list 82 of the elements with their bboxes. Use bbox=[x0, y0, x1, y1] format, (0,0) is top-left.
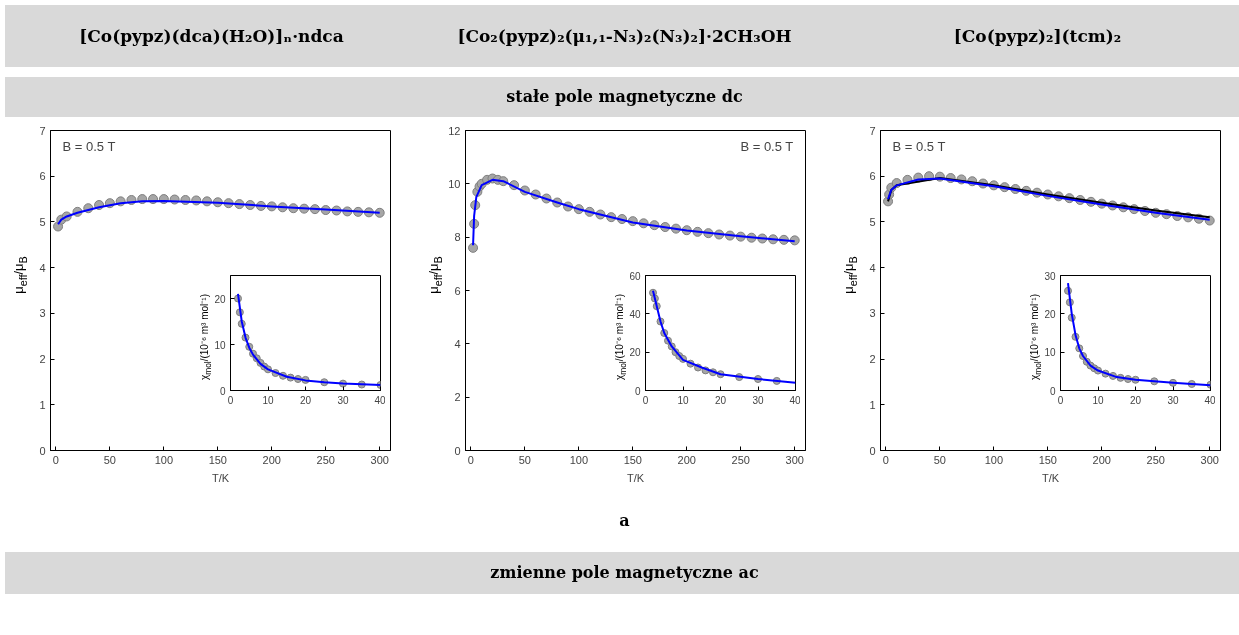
y-tick-label: 10 bbox=[448, 177, 461, 190]
y-tick-label: 7 bbox=[869, 124, 876, 137]
annotation: B = 0.5 T bbox=[62, 138, 116, 154]
x-axis-title: T/K bbox=[1041, 471, 1060, 484]
x-tick-label: 10 bbox=[262, 394, 274, 406]
y-tick-label: 7 bbox=[39, 124, 46, 137]
x-tick-label: 200 bbox=[262, 453, 281, 466]
annotation: B = 0.5 T bbox=[740, 138, 794, 154]
y-tick-label: 40 bbox=[629, 308, 641, 320]
y-tick-label: 0 bbox=[39, 444, 46, 457]
x-tick-label: 50 bbox=[103, 453, 116, 466]
y-tick-label: 2 bbox=[454, 391, 461, 404]
y-tick-label: 0 bbox=[1049, 385, 1056, 397]
y-tick-label: 0 bbox=[869, 444, 876, 457]
text: a bbox=[5, 500, 1239, 542]
x-tick-label: 100 bbox=[984, 453, 1004, 466]
x-tick-label: 30 bbox=[1167, 394, 1179, 406]
y-tick-label: 2 bbox=[39, 353, 46, 366]
x-tick-label: 0 bbox=[882, 453, 889, 466]
chart-title: [Co(pypz)₂](tcm)₂ bbox=[831, 5, 1239, 67]
y-tick-label: 6 bbox=[869, 170, 876, 183]
x-tick-label: 100 bbox=[154, 453, 174, 466]
y-tick-label: 0 bbox=[634, 385, 641, 397]
y-tick-label: 12 bbox=[448, 124, 461, 137]
y-tick-label: 20 bbox=[1044, 308, 1056, 320]
x-tick-label: 300 bbox=[1200, 453, 1219, 466]
x-axis-title: T/K bbox=[626, 471, 645, 484]
y-tick-label: 1 bbox=[39, 398, 46, 411]
text: zmienne pole magnetyczne ac bbox=[5, 552, 1239, 594]
x-tick-label: 20 bbox=[714, 394, 727, 406]
y-tick-label: 20 bbox=[629, 347, 641, 359]
y-tick-label: 4 bbox=[454, 337, 461, 350]
y-tick-label: 8 bbox=[454, 231, 461, 244]
y-tick-label: 4 bbox=[39, 261, 46, 274]
y-tick-label: 0 bbox=[454, 444, 461, 457]
x-tick-label: 0 bbox=[467, 453, 474, 466]
y-tick-label: 10 bbox=[1044, 347, 1056, 359]
x-tick-label: 300 bbox=[785, 453, 804, 466]
y-tick-label: 4 bbox=[869, 261, 876, 274]
x-tick-label: 40 bbox=[789, 394, 801, 406]
x-tick-label: 30 bbox=[752, 394, 764, 406]
x-tick-label: 10 bbox=[677, 394, 689, 406]
x-tick-label: 150 bbox=[623, 453, 642, 466]
x-tick-label: 0 bbox=[642, 394, 649, 406]
text: stałe pole magnetyczne dc bbox=[5, 77, 1239, 117]
x-tick-label: 30 bbox=[337, 394, 349, 406]
x-tick-label: 200 bbox=[1092, 453, 1111, 466]
x-tick-label: 50 bbox=[933, 453, 946, 466]
y-tick-label: 6 bbox=[454, 284, 461, 297]
x-tick-label: 50 bbox=[518, 453, 531, 466]
x-axis-title: T/K bbox=[211, 471, 230, 484]
x-tick-label: 0 bbox=[227, 394, 234, 406]
x-tick-label: 20 bbox=[299, 394, 312, 406]
y-tick-label: 20 bbox=[214, 293, 226, 305]
x-tick-label: 20 bbox=[1129, 394, 1142, 406]
y-tick-label: 6 bbox=[39, 170, 46, 183]
x-tick-label: 300 bbox=[370, 453, 389, 466]
x-tick-label: 250 bbox=[1146, 453, 1165, 466]
x-tick-label: 200 bbox=[677, 453, 696, 466]
x-tick-label: 0 bbox=[1057, 394, 1064, 406]
y-tick-label: 3 bbox=[869, 307, 876, 320]
x-tick-label: 100 bbox=[569, 453, 589, 466]
y-tick-label: 1 bbox=[869, 398, 876, 411]
chart-title: [Co(pypz)(dca)(H₂O)]ₙ·ndca bbox=[5, 5, 418, 67]
x-tick-label: 0 bbox=[52, 453, 59, 466]
y-tick-label: 0 bbox=[219, 385, 226, 397]
x-tick-label: 150 bbox=[208, 453, 227, 466]
x-tick-label: 250 bbox=[316, 453, 335, 466]
x-tick-label: 40 bbox=[1204, 394, 1216, 406]
y-tick-label: 60 bbox=[629, 270, 641, 282]
chart-title: [Co₂(pypz)₂(μ₁,₁-N₃)₂(N₃)₂]·2CH₃OH bbox=[418, 5, 831, 67]
y-tick-label: 5 bbox=[869, 215, 876, 228]
y-tick-label: 10 bbox=[214, 339, 226, 351]
y-tick-label: 2 bbox=[869, 353, 876, 366]
y-tick-label: 5 bbox=[39, 215, 46, 228]
x-tick-label: 150 bbox=[1038, 453, 1057, 466]
annotation: B = 0.5 T bbox=[892, 138, 946, 154]
x-tick-label: 250 bbox=[731, 453, 750, 466]
x-tick-label: 10 bbox=[1092, 394, 1104, 406]
y-tick-label: 3 bbox=[39, 307, 46, 320]
x-tick-label: 40 bbox=[374, 394, 386, 406]
y-tick-label: 30 bbox=[1044, 270, 1056, 282]
